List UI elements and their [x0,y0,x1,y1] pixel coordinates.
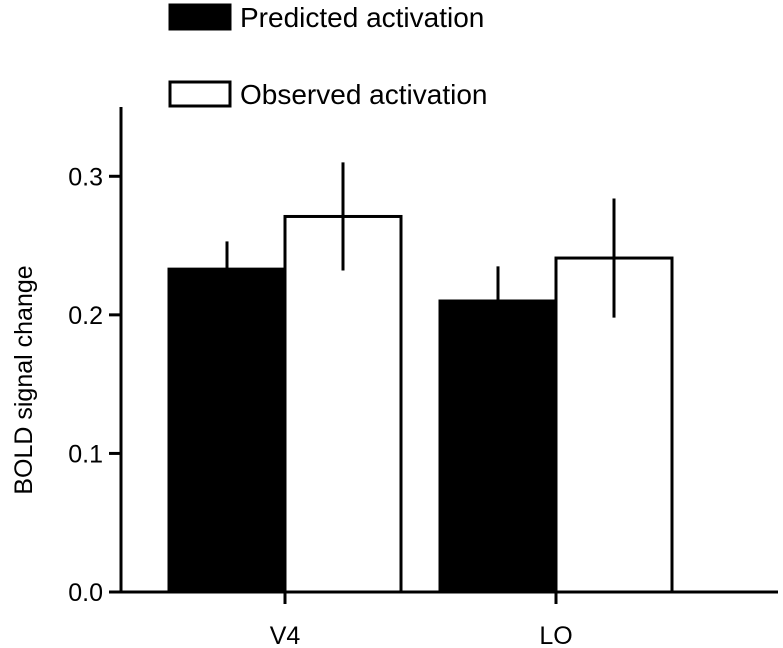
y-tick-label: 0.0 [68,579,103,607]
bar-predicted-v4 [167,267,287,594]
bars-group [167,214,674,594]
error-bars-group [225,162,616,318]
legend: Predicted activation Observed activation [168,2,487,110]
x-tick-label: LO [539,622,572,648]
legend-swatch-observed [168,80,232,108]
y-tick-label: 0.1 [68,440,103,468]
legend-swatch-predicted [168,3,232,31]
axes-group: 0.0 0.1 0.2 0.3 V4 LO [68,107,778,648]
legend-label-observed: Observed activation [240,79,487,110]
legend-label-predicted: Predicted activation [240,2,484,33]
y-tick-label: 0.3 [68,163,103,191]
y-axis-title: BOLD signal change [10,265,38,494]
bar-predicted-lo [438,299,558,594]
bar-observed-v4 [283,214,403,594]
x-tick-label: V4 [270,622,301,648]
y-tick-label: 0.2 [68,302,103,330]
